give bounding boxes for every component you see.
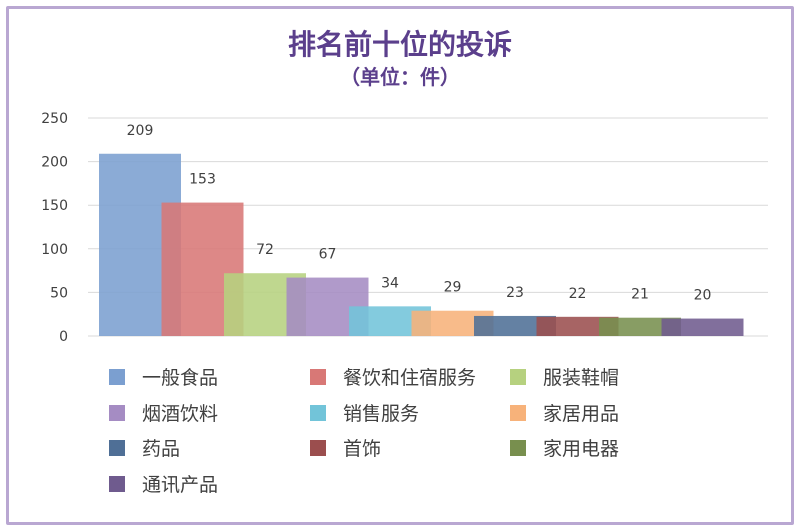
legend-label: 药品 (142, 438, 180, 460)
legend-swatch (109, 405, 125, 421)
bar (474, 315, 556, 336)
legend-swatch (510, 369, 526, 385)
y-tick-label: 150 (41, 198, 68, 214)
legend-label: 一般食品 (142, 367, 218, 389)
chart-title: 排名前十位的投诉 (288, 28, 512, 61)
bar (599, 317, 681, 336)
legend-swatch (310, 440, 326, 456)
legend-label: 服装鞋帽 (543, 367, 619, 389)
y-tick-label: 100 (41, 242, 68, 258)
y-tick-label: 50 (50, 285, 68, 301)
legend-swatch (109, 369, 125, 385)
data-label: 22 (569, 286, 587, 302)
bars (99, 153, 744, 336)
legend-label: 家用电器 (543, 438, 619, 460)
legend-swatch (510, 440, 526, 456)
data-label: 34 (381, 275, 399, 291)
data-label: 21 (631, 287, 649, 303)
bar (536, 316, 619, 336)
chart-subtitle: （单位：件） (340, 65, 460, 89)
y-axis: 0 50 100 150 200 250 (41, 111, 68, 345)
legend-label: 家居用品 (543, 403, 619, 425)
data-label: 153 (189, 172, 216, 188)
data-label: 72 (256, 242, 274, 258)
y-tick-label: 250 (41, 111, 68, 127)
legend-swatch (109, 440, 125, 456)
legend-swatch (109, 476, 125, 492)
data-labels: 209 153 72 67 34 29 23 22 21 20 (127, 123, 712, 304)
legend-swatch (310, 369, 326, 385)
legend-swatch (310, 405, 326, 421)
y-tick-label: 0 (59, 329, 68, 345)
bar (661, 318, 744, 336)
legend-label: 烟酒饮料 (142, 403, 218, 425)
data-label: 67 (319, 247, 337, 263)
data-label: 209 (127, 123, 154, 139)
data-label: 29 (444, 280, 462, 296)
legend-label: 销售服务 (343, 403, 419, 425)
data-label: 23 (506, 285, 524, 301)
data-label: 20 (694, 288, 712, 304)
legend-swatch (510, 405, 526, 421)
legend-label: 通讯产品 (142, 474, 218, 496)
legend-label: 餐饮和住宿服务 (343, 367, 476, 389)
y-tick-label: 200 (41, 155, 68, 171)
legend-label: 首饰 (343, 438, 381, 460)
